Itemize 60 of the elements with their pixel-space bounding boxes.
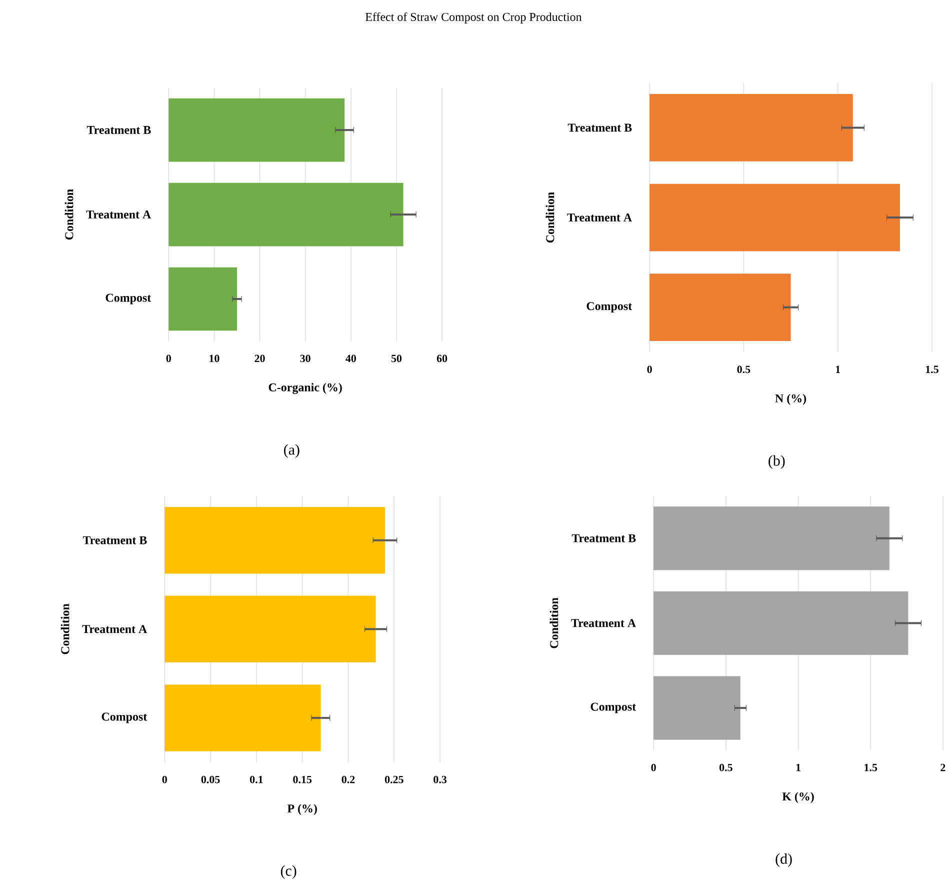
y-tick-label: Treatment B [568, 124, 632, 132]
x-tick-label: 0.15 [293, 776, 312, 784]
y-tick-label: Compost [586, 302, 632, 312]
y-tick-label: Compost [106, 294, 152, 304]
bar [168, 98, 345, 162]
x-tick-label: 2 [940, 764, 946, 772]
bar [650, 94, 853, 162]
x-axis-title: C-organic (%) [268, 382, 342, 394]
y-tick-label: Treatment A [82, 625, 148, 634]
x-axis-title: P (%) [287, 804, 317, 815]
y-axis-title: Condition [60, 604, 70, 654]
x-tick-label: 50 [391, 354, 402, 362]
bar [168, 182, 404, 246]
bar [164, 596, 376, 662]
bar [654, 591, 908, 655]
y-axis-title: Condition [64, 188, 74, 240]
x-tick-label: 0.2 [342, 776, 355, 784]
text: (a) [284, 444, 300, 458]
text: (b) [768, 455, 785, 469]
x-tick-label: 0.05 [201, 776, 220, 784]
x-axis-title: K (%) [782, 792, 814, 803]
x-axis-title: N (%) [775, 394, 806, 405]
bar [168, 267, 237, 331]
x-tick-label: 1.5 [926, 366, 938, 374]
bar [650, 274, 791, 341]
x-tick-label: 60 [436, 354, 448, 362]
bar [164, 684, 321, 752]
x-tick-label: 1 [796, 764, 800, 772]
x-tick-label: 0.1 [250, 776, 263, 784]
x-tick-label: 30 [300, 354, 310, 362]
x-tick-label: 0.5 [719, 764, 732, 772]
x-tick-label: 1.5 [864, 764, 878, 772]
y-tick-label: Treatment A [86, 210, 152, 218]
bar [654, 506, 890, 570]
bar [164, 506, 385, 574]
text: (c) [280, 865, 296, 879]
x-tick-label: 0 [647, 366, 652, 374]
y-tick-label: Treatment B [82, 536, 147, 544]
y-tick-label: Treatment A [571, 619, 636, 628]
y-tick-label: Compost [590, 702, 636, 714]
x-tick-label: 0.25 [384, 776, 404, 784]
y-axis-title: Condition [546, 192, 554, 242]
x-tick-label: 40 [346, 354, 356, 362]
x-tick-label: 0 [162, 776, 167, 784]
y-tick-label: Compost [102, 712, 148, 724]
x-tick-label: 0.5 [737, 366, 750, 374]
x-tick-label: 10 [210, 354, 220, 362]
x-tick-label: 20 [254, 354, 265, 362]
bar [654, 676, 740, 740]
y-tick-label: Treatment B [572, 534, 636, 542]
text: (d) [776, 853, 792, 867]
y-axis-title: Condition [550, 598, 558, 648]
text: Effect of Straw Compost on Crop Production [366, 12, 582, 24]
x-tick-label: 0.3 [434, 776, 447, 784]
y-tick-label: Treatment B [86, 126, 151, 134]
y-tick-label: Treatment A [567, 213, 632, 222]
x-tick-label: 0 [166, 354, 171, 362]
bar [650, 184, 900, 252]
x-tick-label: 0 [651, 764, 656, 772]
x-tick-label: 1 [836, 366, 840, 373]
